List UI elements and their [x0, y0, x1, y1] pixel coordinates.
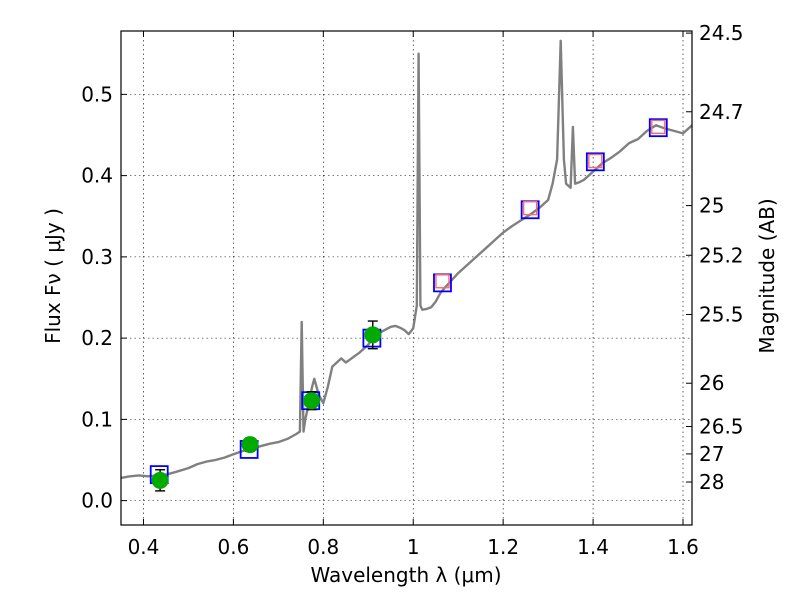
right-tick-label: 24.7 — [699, 100, 744, 124]
y-tick-label: 0.1 — [81, 407, 113, 431]
right-tick-label: 27 — [699, 442, 724, 466]
model-square-marker — [585, 152, 605, 172]
x-tick-label: 0.6 — [217, 535, 249, 559]
observed-flux-point — [364, 326, 382, 344]
x-tick-label: 0.4 — [128, 535, 160, 559]
grid-lines — [121, 31, 692, 525]
right-tick-label: 28 — [699, 470, 724, 494]
right-tick-label: 25 — [699, 194, 724, 218]
right-axis-label: Magnitude (AB) — [755, 198, 779, 353]
y-tick-label: 0.4 — [81, 164, 113, 188]
x-tick-label: 1.2 — [487, 535, 519, 559]
y-tick-label: 0.3 — [81, 245, 113, 269]
observed-flux-point — [303, 392, 321, 410]
model-square-marker — [648, 118, 668, 138]
y-axis-label: Flux Fν ( μJy ) — [41, 208, 65, 344]
x-tick-label: 1 — [407, 535, 420, 559]
y-tick-label: 0.5 — [81, 82, 113, 106]
right-tick-label: 26.5 — [699, 415, 744, 439]
plot-series — [120, 39, 693, 492]
axis-ticks: 0.4 0.6 0.8 1 1.2 1.4 1.6 0.0 0.1 0.2 0.3 0.4 0.5 24.… — [81, 21, 743, 559]
x-axis-label: Wavelength λ (μm) — [310, 563, 501, 587]
plot-frame — [120, 30, 693, 526]
right-tick-label: 25.2 — [699, 243, 744, 267]
model-square-marker — [522, 200, 538, 216]
x-tick-label: 1.4 — [577, 535, 609, 559]
right-tick-label: 26 — [699, 371, 724, 395]
right-tick-label: 25.5 — [699, 302, 744, 326]
y-tick-label: 0.2 — [81, 326, 113, 350]
model-square-marker — [588, 153, 603, 169]
model-square-marker — [651, 119, 666, 135]
x-tick-label: 1.6 — [667, 535, 699, 559]
y-tick-label: 0.0 — [81, 489, 113, 513]
right-tick-label: 24.5 — [699, 21, 744, 45]
observed-flux-point — [151, 471, 169, 489]
x-tick-label: 0.8 — [307, 535, 339, 559]
spectrum-line — [120, 39, 693, 480]
model-square-marker — [435, 274, 450, 289]
observed-flux-point — [241, 436, 259, 454]
